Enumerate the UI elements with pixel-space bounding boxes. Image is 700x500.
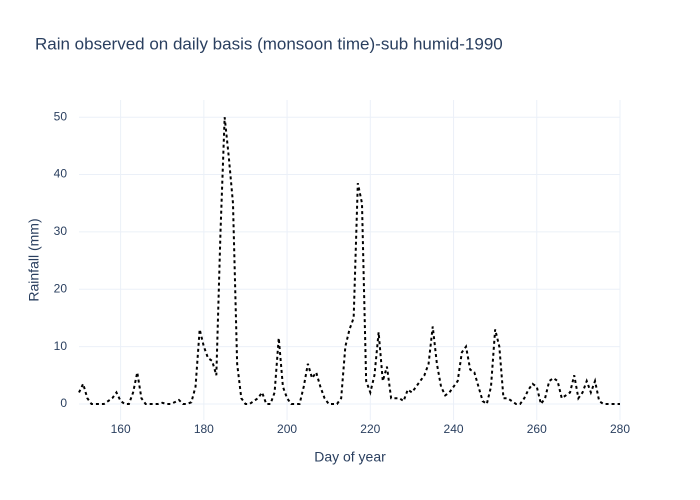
y-tick-label: 30 xyxy=(54,224,68,238)
x-tick-label: 260 xyxy=(527,422,547,436)
x-tick-label: 200 xyxy=(277,422,297,436)
y-axis-title: Rainfall (mm) xyxy=(26,218,42,301)
y-tick-label: 0 xyxy=(60,396,67,410)
x-tick-label: 160 xyxy=(111,422,131,436)
x-tick-label: 180 xyxy=(194,422,214,436)
x-tick-label: 220 xyxy=(360,422,380,436)
x-axis-title: Day of year xyxy=(314,449,386,465)
x-tick-label: 280 xyxy=(610,422,630,436)
y-tick-label: 50 xyxy=(54,109,68,123)
y-tick-label: 20 xyxy=(54,281,68,295)
data-line xyxy=(78,117,620,407)
y-tick-label: 40 xyxy=(54,167,68,181)
x-tick-label: 240 xyxy=(444,422,464,436)
chart-title: Rain observed on daily basis (monsoon ti… xyxy=(35,34,503,53)
y-tick-label: 10 xyxy=(54,339,68,353)
